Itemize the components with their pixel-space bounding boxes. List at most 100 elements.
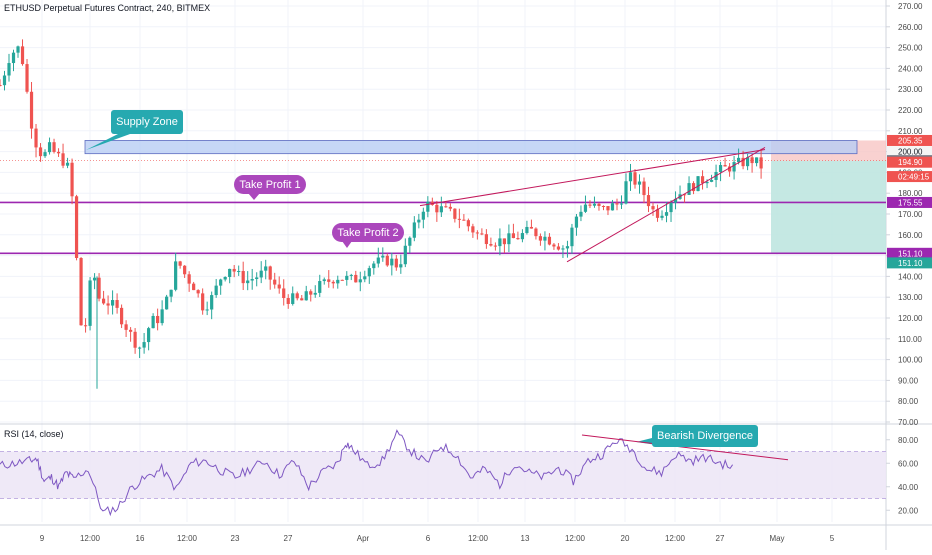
price-tick-label: 120.00 (898, 314, 923, 323)
candle-body (169, 289, 173, 297)
price-label-text: 151.10 (898, 259, 923, 268)
candle-body (160, 309, 164, 324)
candle-body (259, 270, 263, 278)
candle-body (246, 280, 250, 284)
candle-body (142, 342, 146, 348)
candle-body (606, 206, 610, 211)
candle-body (101, 298, 106, 304)
candle-body (669, 202, 673, 213)
candle-body (65, 162, 70, 166)
candle-body (466, 220, 470, 227)
candle-body (507, 233, 511, 245)
candle-body (52, 142, 56, 152)
candle-body (511, 233, 516, 239)
candle-body (29, 91, 34, 129)
candle-body (525, 226, 529, 234)
candle-body (372, 263, 376, 269)
candle-body (327, 279, 331, 282)
candle-body (736, 157, 741, 163)
price-label-text: 151.10 (898, 249, 923, 258)
price-tick-label: 170.00 (898, 210, 923, 219)
time-tick-label: 16 (136, 534, 145, 543)
candle-body (471, 226, 475, 233)
price-tick-label: 230.00 (898, 85, 923, 94)
take-profit-2-label: Take Profit 2 (337, 226, 399, 239)
candle-body (723, 165, 727, 167)
price-tick-label: 210.00 (898, 127, 923, 136)
candle-body (336, 279, 340, 284)
candle-body (741, 157, 745, 167)
bearish-divergence-label: Bearish Divergence (657, 430, 753, 442)
candle-body (637, 181, 642, 185)
take-profit-2-pointer (342, 241, 352, 248)
time-tick-label: 12:00 (468, 534, 489, 543)
candle-body (498, 238, 502, 247)
candle-body (187, 274, 191, 284)
price-tick-label: 110.00 (898, 335, 922, 344)
supply-zone-callout[interactable]: Supply Zone (111, 110, 183, 134)
candle-body (309, 291, 313, 295)
take-profit-2-callout[interactable]: Take Profit 2 (332, 223, 404, 242)
price-label-bg (887, 156, 932, 168)
candle-body (61, 153, 65, 166)
time-tick-label: Apr (357, 534, 370, 543)
time-tick-label: 12:00 (665, 534, 686, 543)
candle-body (11, 52, 16, 64)
candle-body (2, 75, 7, 86)
candle-body (151, 315, 155, 329)
candle-body (718, 165, 723, 172)
candle-body (489, 244, 493, 246)
rsi-tick-label: 80.00 (898, 436, 919, 445)
price-axis-label: 151.10 (887, 247, 932, 259)
price-tick-label: 260.00 (898, 23, 923, 32)
candle-body (547, 236, 552, 245)
candle-body (624, 181, 628, 204)
candle-body (286, 298, 290, 304)
candle-body (592, 203, 597, 206)
candle-body (534, 228, 538, 237)
candle-body (282, 288, 286, 299)
take-profit-1-callout[interactable]: Take Profit 1 (234, 175, 306, 194)
candle-body (664, 212, 669, 216)
price-label-bg (887, 134, 932, 146)
candle-body (574, 216, 579, 228)
candle-body (74, 196, 79, 259)
candle-body (750, 157, 754, 164)
candle-body (156, 315, 160, 324)
candle-body (421, 211, 425, 220)
candle-body (619, 203, 624, 205)
candle-body (38, 147, 43, 157)
candle-body (408, 237, 412, 246)
candle-body (570, 227, 574, 247)
supply-zone-label: Supply Zone (116, 116, 178, 128)
candle-body (250, 279, 254, 281)
candle-body (556, 246, 561, 250)
bearish-divergence-callout[interactable]: Bearish Divergence (652, 425, 758, 447)
candle-body (138, 347, 142, 349)
price-tick-label: 240.00 (898, 64, 923, 73)
candle-body (345, 275, 349, 280)
candle-body (92, 277, 97, 281)
take-profit-1-label: Take Profit 1 (239, 178, 301, 191)
candle-body (255, 277, 259, 280)
candle-body (43, 152, 47, 157)
candle-body (268, 266, 272, 280)
candle-body (0, 85, 2, 87)
candle-body (529, 226, 534, 229)
candle-body (88, 280, 92, 326)
candle-body (147, 328, 151, 343)
candle-body (435, 204, 439, 213)
candle-body (210, 295, 214, 310)
candle-body (129, 329, 133, 332)
candle-body (34, 128, 38, 148)
candle-body (367, 268, 371, 277)
candle-body (610, 203, 615, 211)
time-tick-label: 12:00 (565, 534, 586, 543)
candle-body (601, 205, 606, 207)
rsi-band (0, 451, 886, 499)
candle-body (520, 233, 525, 240)
price-axis-label: 175.55 (887, 196, 932, 208)
price-tick-label: 80.00 (898, 397, 919, 406)
candle-body (565, 246, 570, 249)
